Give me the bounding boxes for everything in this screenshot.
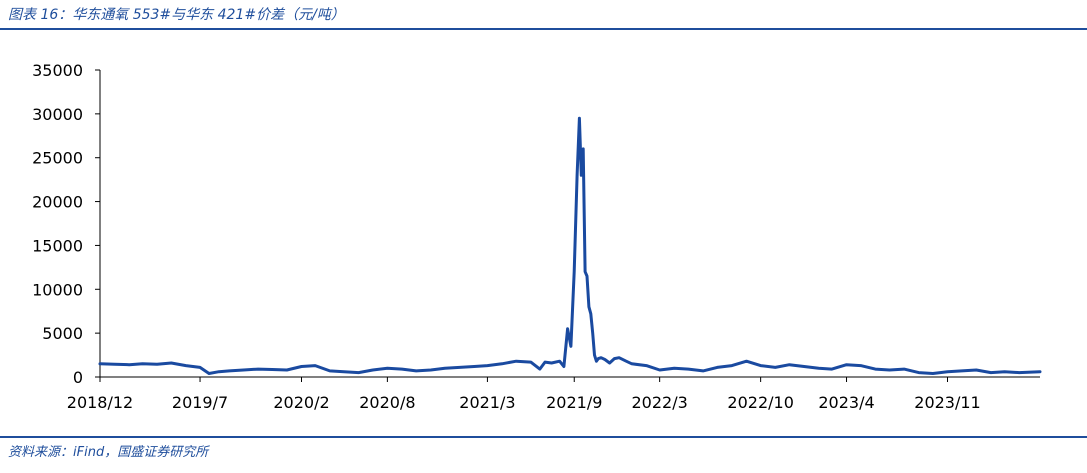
y-tick-label: 35000 xyxy=(32,61,83,80)
y-tick-label: 30000 xyxy=(32,105,83,124)
source-note: 资料来源：iFind，国盛证券研究所 xyxy=(8,445,209,460)
x-tick-label: 2023/4 xyxy=(818,393,874,412)
x-tick-label: 2019/7 xyxy=(172,393,228,412)
y-axis: 0 5000 10000 15000 20000 25000 30000 35000 xyxy=(32,61,101,387)
plot-area xyxy=(98,116,1042,375)
series-line xyxy=(98,116,1042,375)
x-tick-label: 2018/12 xyxy=(67,393,133,412)
x-tick-label: 2020/2 xyxy=(273,393,329,412)
y-tick-label: 25000 xyxy=(32,149,83,168)
top-divider xyxy=(0,28,1087,30)
y-tick-label: 5000 xyxy=(42,324,83,343)
figure-title: 图表 16：华东通氧 553#与华东 421#价差（元/吨） xyxy=(8,7,345,23)
x-axis: 2018/12 2019/7 2020/2 2020/8 2021/3 2021/9 202… xyxy=(67,376,1040,412)
y-tick-label: 15000 xyxy=(32,236,83,255)
y-tick-label: 20000 xyxy=(32,193,83,212)
x-tick-label: 2022/10 xyxy=(727,393,793,412)
x-tick-label: 2021/3 xyxy=(459,393,515,412)
x-tick-label: 2022/3 xyxy=(632,393,688,412)
x-tick-label: 2020/8 xyxy=(359,393,415,412)
bottom-divider xyxy=(0,436,1087,438)
line-chart: 0 5000 10000 15000 20000 25000 30000 35000 2018… xyxy=(32,61,1042,412)
x-tick-label: 2023/11 xyxy=(914,393,980,412)
x-tick-label: 2021/9 xyxy=(546,393,602,412)
y-tick-label: 0 xyxy=(73,368,83,387)
y-tick-label: 10000 xyxy=(32,280,83,299)
